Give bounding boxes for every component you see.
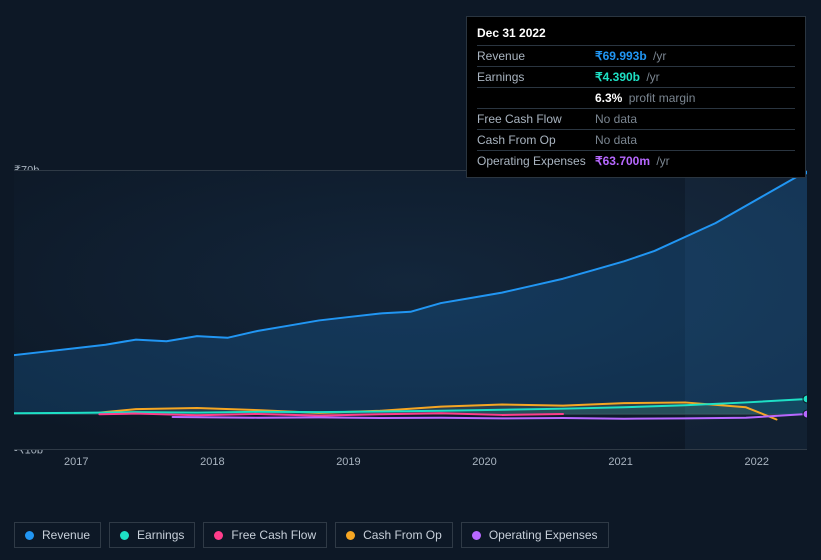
plot-area [14,170,807,450]
legend-label: Operating Expenses [489,528,598,542]
x-tick-label: 2022 [744,456,768,468]
tooltip-value: ₹69.993b /yr [595,49,666,63]
legend: Revenue Earnings Free Cash Flow Cash From O… [14,522,609,548]
x-axis: 2017 2018 2019 2020 2021 2022 [14,456,807,468]
x-tick-label: 2019 [336,456,360,468]
legend-item-revenue[interactable]: Revenue [14,522,101,548]
tooltip-row: Cash From OpNo data [477,130,795,151]
legend-dot-icon [25,531,34,540]
hover-tooltip: Dec 31 2022 Revenue₹69.993b /yrEarnings₹… [466,16,806,178]
legend-dot-icon [346,531,355,540]
tooltip-label: Operating Expenses [477,154,595,168]
tooltip-label: Earnings [477,70,595,84]
legend-item-earnings[interactable]: Earnings [109,522,195,548]
x-tick-label: 2017 [64,456,88,468]
chart-container: Dec 31 2022 Revenue₹69.993b /yrEarnings₹… [0,0,821,560]
x-tick-label: 2021 [608,456,632,468]
legend-item-free-cash-flow[interactable]: Free Cash Flow [203,522,327,548]
tooltip-label: Cash From Op [477,133,595,147]
legend-item-cash-from-op[interactable]: Cash From Op [335,522,453,548]
tooltip-value: 6.3% profit margin [595,91,695,105]
tooltip-value: No data [595,112,637,126]
tooltip-row: Earnings₹4.390b /yr [477,67,795,88]
tooltip-label: Free Cash Flow [477,112,595,126]
tooltip-row: Operating Expenses₹63.700m /yr [477,151,795,171]
tooltip-row: Free Cash FlowNo data [477,108,795,130]
tooltip-label: Revenue [477,49,595,63]
legend-dot-icon [472,531,481,540]
tooltip-row: Revenue₹69.993b /yr [477,46,795,67]
tooltip-date: Dec 31 2022 [477,23,795,46]
chart-area[interactable]: ₹70b₹0-₹10b 201720182019202020212022 [14,158,807,478]
legend-dot-icon [214,531,223,540]
legend-dot-icon [120,531,129,540]
tooltip-value: ₹63.700m /yr [595,154,670,168]
legend-item-operating-expenses[interactable]: Operating Expenses [461,522,609,548]
x-tick-label: 2018 [200,456,224,468]
legend-label: Free Cash Flow [231,528,316,542]
x-tick-label: 2020 [472,456,496,468]
legend-label: Earnings [137,528,184,542]
tooltip-row: 6.3% profit margin [477,88,795,108]
tooltip-label [477,91,595,105]
tooltip-value: No data [595,133,637,147]
legend-label: Cash From Op [363,528,442,542]
legend-label: Revenue [42,528,90,542]
tooltip-value: ₹4.390b /yr [595,70,660,84]
